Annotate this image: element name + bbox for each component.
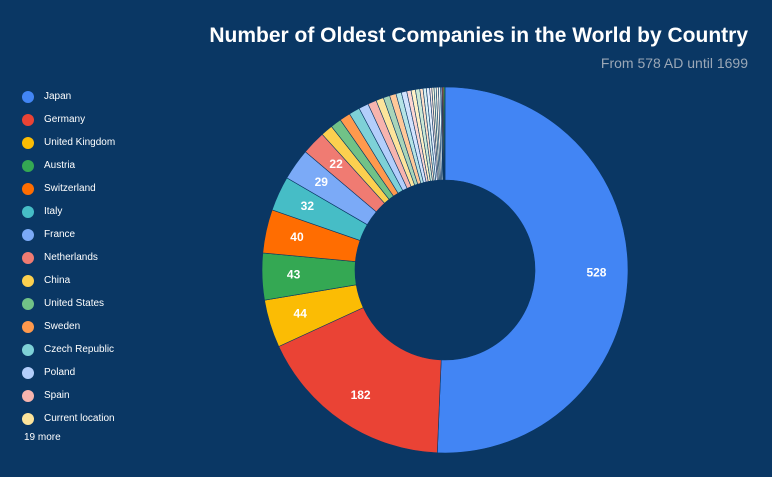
pie-slice[interactable] [278, 307, 442, 454]
legend-item[interactable]: Czech Republic [22, 338, 115, 361]
legend-more-link[interactable]: 19 more [24, 432, 61, 443]
slice-data-label: 22 [329, 157, 343, 171]
legend-label: France [44, 229, 76, 240]
legend-label: United Kingdom [44, 137, 116, 148]
slice-data-label: 29 [315, 175, 329, 189]
legend-label: Switzerland [44, 183, 96, 194]
legend-item[interactable]: Germany [22, 108, 115, 131]
legend-label: Poland [44, 367, 76, 378]
legend-label: United States [44, 298, 105, 309]
legend-item[interactable]: Spain [22, 384, 115, 407]
legend-swatch [22, 320, 34, 333]
legend-swatch [22, 136, 34, 149]
legend-swatch [22, 274, 34, 287]
legend-swatch [22, 389, 34, 402]
legend-item[interactable]: Current location [22, 407, 115, 430]
slice-data-label: 32 [301, 199, 315, 213]
legend-swatch [22, 251, 34, 264]
legend-item[interactable]: France [22, 223, 115, 246]
slice-data-label: 182 [351, 388, 371, 402]
legend-item[interactable]: Japan [22, 85, 115, 108]
legend-label: Austria [44, 160, 76, 171]
legend-item[interactable]: United Kingdom [22, 131, 115, 154]
legend-swatch [22, 182, 34, 195]
legend-label: Italy [44, 206, 63, 217]
legend-swatch [22, 366, 34, 379]
slice-data-label: 40 [290, 230, 304, 244]
chart-title: Number of Oldest Companies in the World … [209, 24, 748, 47]
legend-swatch [22, 90, 34, 103]
legend-label: Czech Republic [44, 344, 115, 355]
legend-swatch [22, 228, 34, 241]
legend-item[interactable]: Netherlands [22, 246, 115, 269]
legend-swatch [22, 412, 34, 425]
legend-label: China [44, 275, 71, 286]
legend: Japan Germany United Kingdom Austria Switzer… [22, 85, 115, 430]
legend-swatch [22, 113, 34, 126]
legend-item[interactable]: Italy [22, 200, 115, 223]
slice-data-label: 528 [586, 265, 606, 279]
legend-item[interactable]: Switzerland [22, 177, 115, 200]
legend-swatch [22, 159, 34, 172]
legend-swatch [22, 205, 34, 218]
legend-label: Spain [44, 390, 70, 401]
legend-item[interactable]: China [22, 269, 115, 292]
pie-slice[interactable] [443, 86, 446, 181]
legend-label: Netherlands [44, 252, 98, 263]
legend-item[interactable]: Poland [22, 361, 115, 384]
legend-swatch [22, 297, 34, 310]
slice-data-label: 44 [294, 307, 308, 321]
legend-item[interactable]: Sweden [22, 315, 115, 338]
legend-label: Sweden [44, 321, 81, 332]
legend-item[interactable]: United States [22, 292, 115, 315]
legend-label: Japan [44, 91, 72, 102]
slice-data-label: 43 [287, 268, 301, 282]
legend-label: Germany [44, 114, 86, 125]
chart-subtitle: From 578 AD until 1699 [600, 55, 748, 71]
legend-label: Current location [44, 413, 115, 424]
legend-item[interactable]: Austria [22, 154, 115, 177]
pie-slice[interactable] [436, 86, 629, 454]
legend-swatch [22, 343, 34, 356]
